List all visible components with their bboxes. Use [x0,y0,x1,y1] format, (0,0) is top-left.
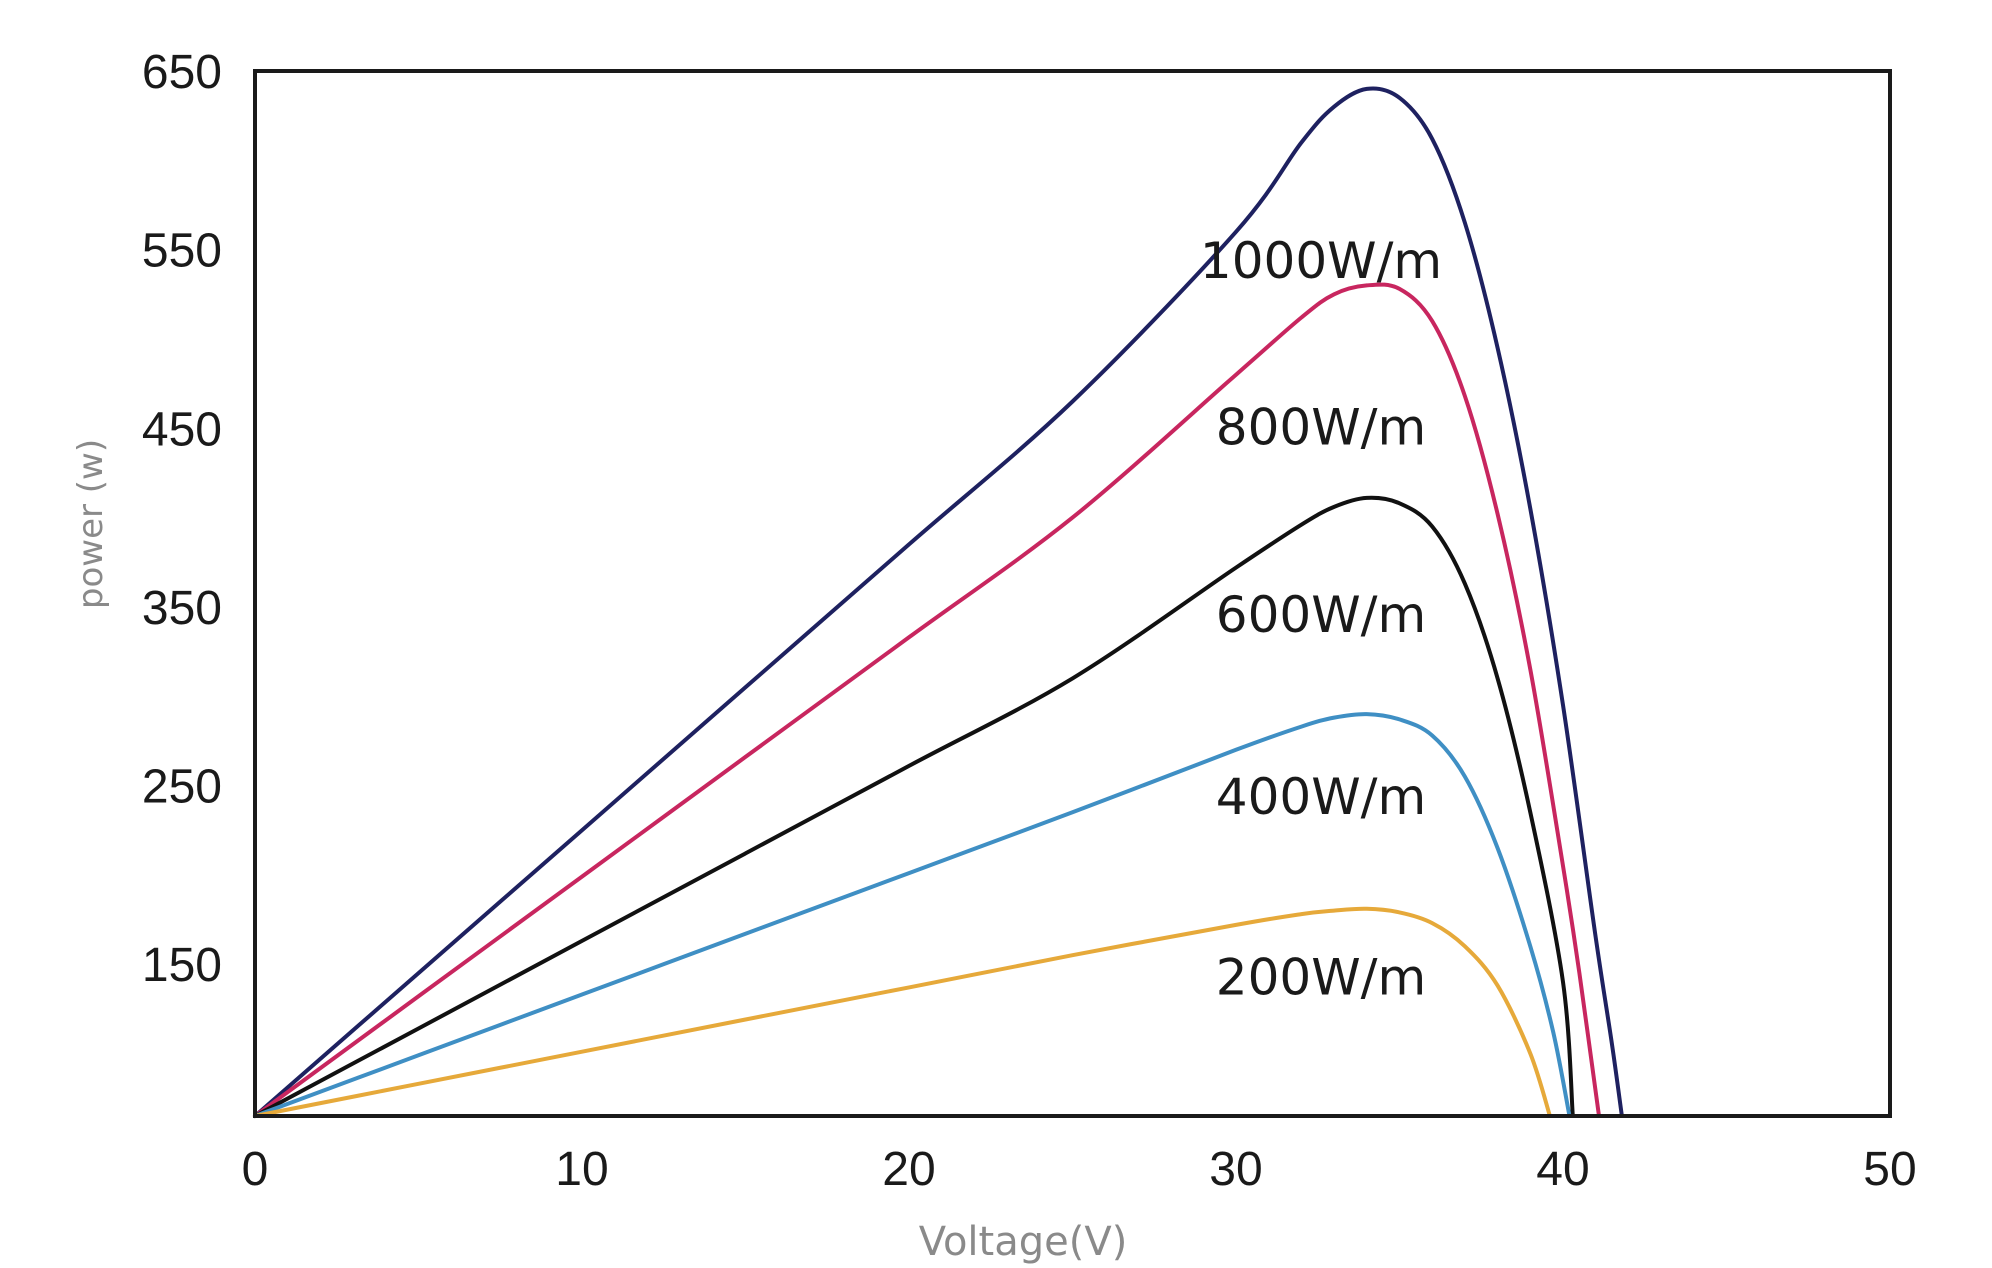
y-tick-labels: 150 250 350 450 550 650 [142,46,222,992]
x-tick-label: 50 [1863,1143,1916,1196]
y-tick-label: 450 [142,403,222,456]
curve-label: 800W/m [1216,398,1426,456]
curve-label: 200W/m [1216,949,1426,1007]
x-tick-labels: 0 10 20 30 40 50 [242,1143,1917,1196]
y-tick-label: 250 [142,761,222,814]
y-tick-label: 650 [142,46,222,99]
series-line-4 [253,906,1552,1118]
x-axis-title: Voltage(V) [919,1219,1128,1265]
curve-label: 1000W/m [1200,232,1442,290]
y-tick-label: 350 [142,582,222,635]
series-line-3 [253,712,1572,1118]
x-tick-label: 0 [242,1143,269,1196]
x-tick-label: 40 [1536,1143,1589,1196]
y-axis-title-group: power (w) [71,439,111,609]
y-axis-title: power (w) [71,439,111,609]
y-tick-label: 550 [142,225,222,278]
series-line-2 [253,495,1575,1118]
series-line-1 [253,282,1601,1118]
x-tick-label: 10 [555,1143,608,1196]
series-lines [253,86,1624,1118]
y-tick-label: 150 [142,939,222,992]
x-tick-label: 20 [882,1143,935,1196]
curve-labels: 1000W/m 800W/m 600W/m 400W/m 200W/m [1200,232,1442,1006]
x-tick-label: 30 [1209,1143,1262,1196]
series-line-0 [253,86,1624,1118]
curve-label: 600W/m [1216,586,1426,644]
curve-label: 400W/m [1216,768,1426,826]
plot-frame [253,69,1892,1118]
